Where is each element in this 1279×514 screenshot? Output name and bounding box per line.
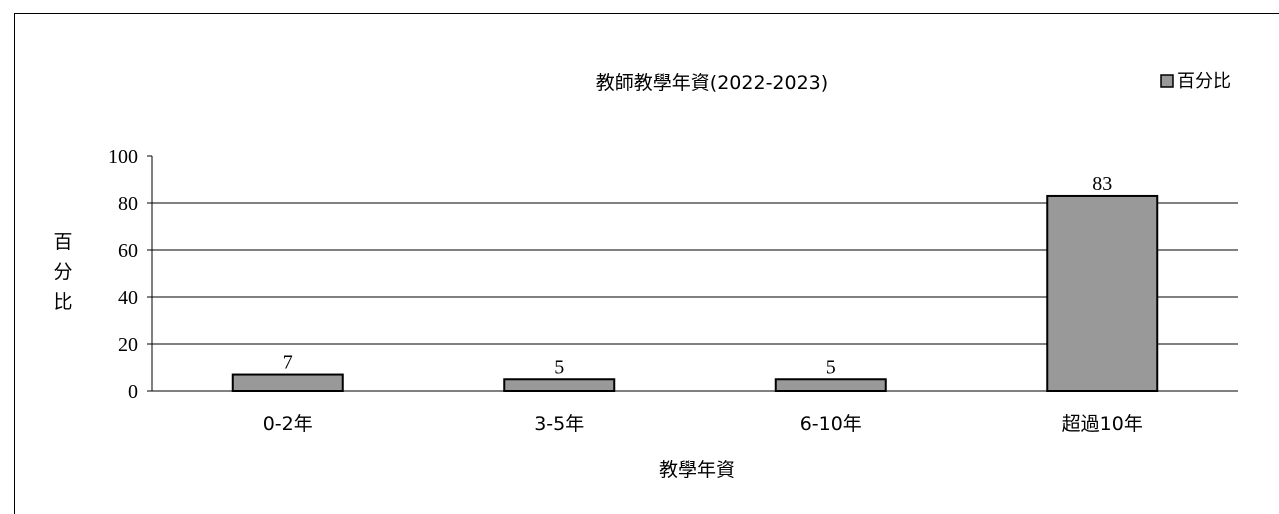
y-axis-ticks: 0 20 40 60 80 100 [108,146,153,403]
y-tick-label: 20 [118,334,138,356]
bars: 7 5 5 83 [231,173,1159,392]
y-tick-label: 100 [108,146,138,168]
y-axis-label-text: 百分比 [53,231,72,313]
legend-label: 百分比 [1177,71,1231,92]
x-tick-label: 超過10年 [1062,413,1143,435]
legend: 百分比 [1160,71,1231,92]
chart-frame [14,13,1279,514]
data-label: 7 [283,352,293,374]
y-axis-label: 百分比 [53,231,72,313]
chart-title: 教師教學年資(2022-2023) [596,72,828,94]
x-tick-label: 6-10年 [800,413,862,435]
x-axis-label: 教學年資 [659,459,735,481]
data-label: 5 [554,356,564,378]
bar [1046,194,1159,392]
bar [503,378,616,392]
x-tick-label: 0-2年 [263,413,313,435]
bar [774,378,887,392]
bar [231,373,344,392]
y-tick-label: 60 [118,240,138,262]
x-axis-ticks: 0-2年 3-5年 6-10年 超過10年 [152,390,1238,435]
y-tick-label: 0 [128,381,138,403]
legend-swatch [1160,74,1174,88]
y-tick-label: 40 [118,287,138,309]
y-tick-label: 80 [118,193,138,215]
data-label: 5 [826,356,836,378]
x-tick-label: 3-5年 [534,413,584,435]
data-label: 83 [1092,173,1112,195]
